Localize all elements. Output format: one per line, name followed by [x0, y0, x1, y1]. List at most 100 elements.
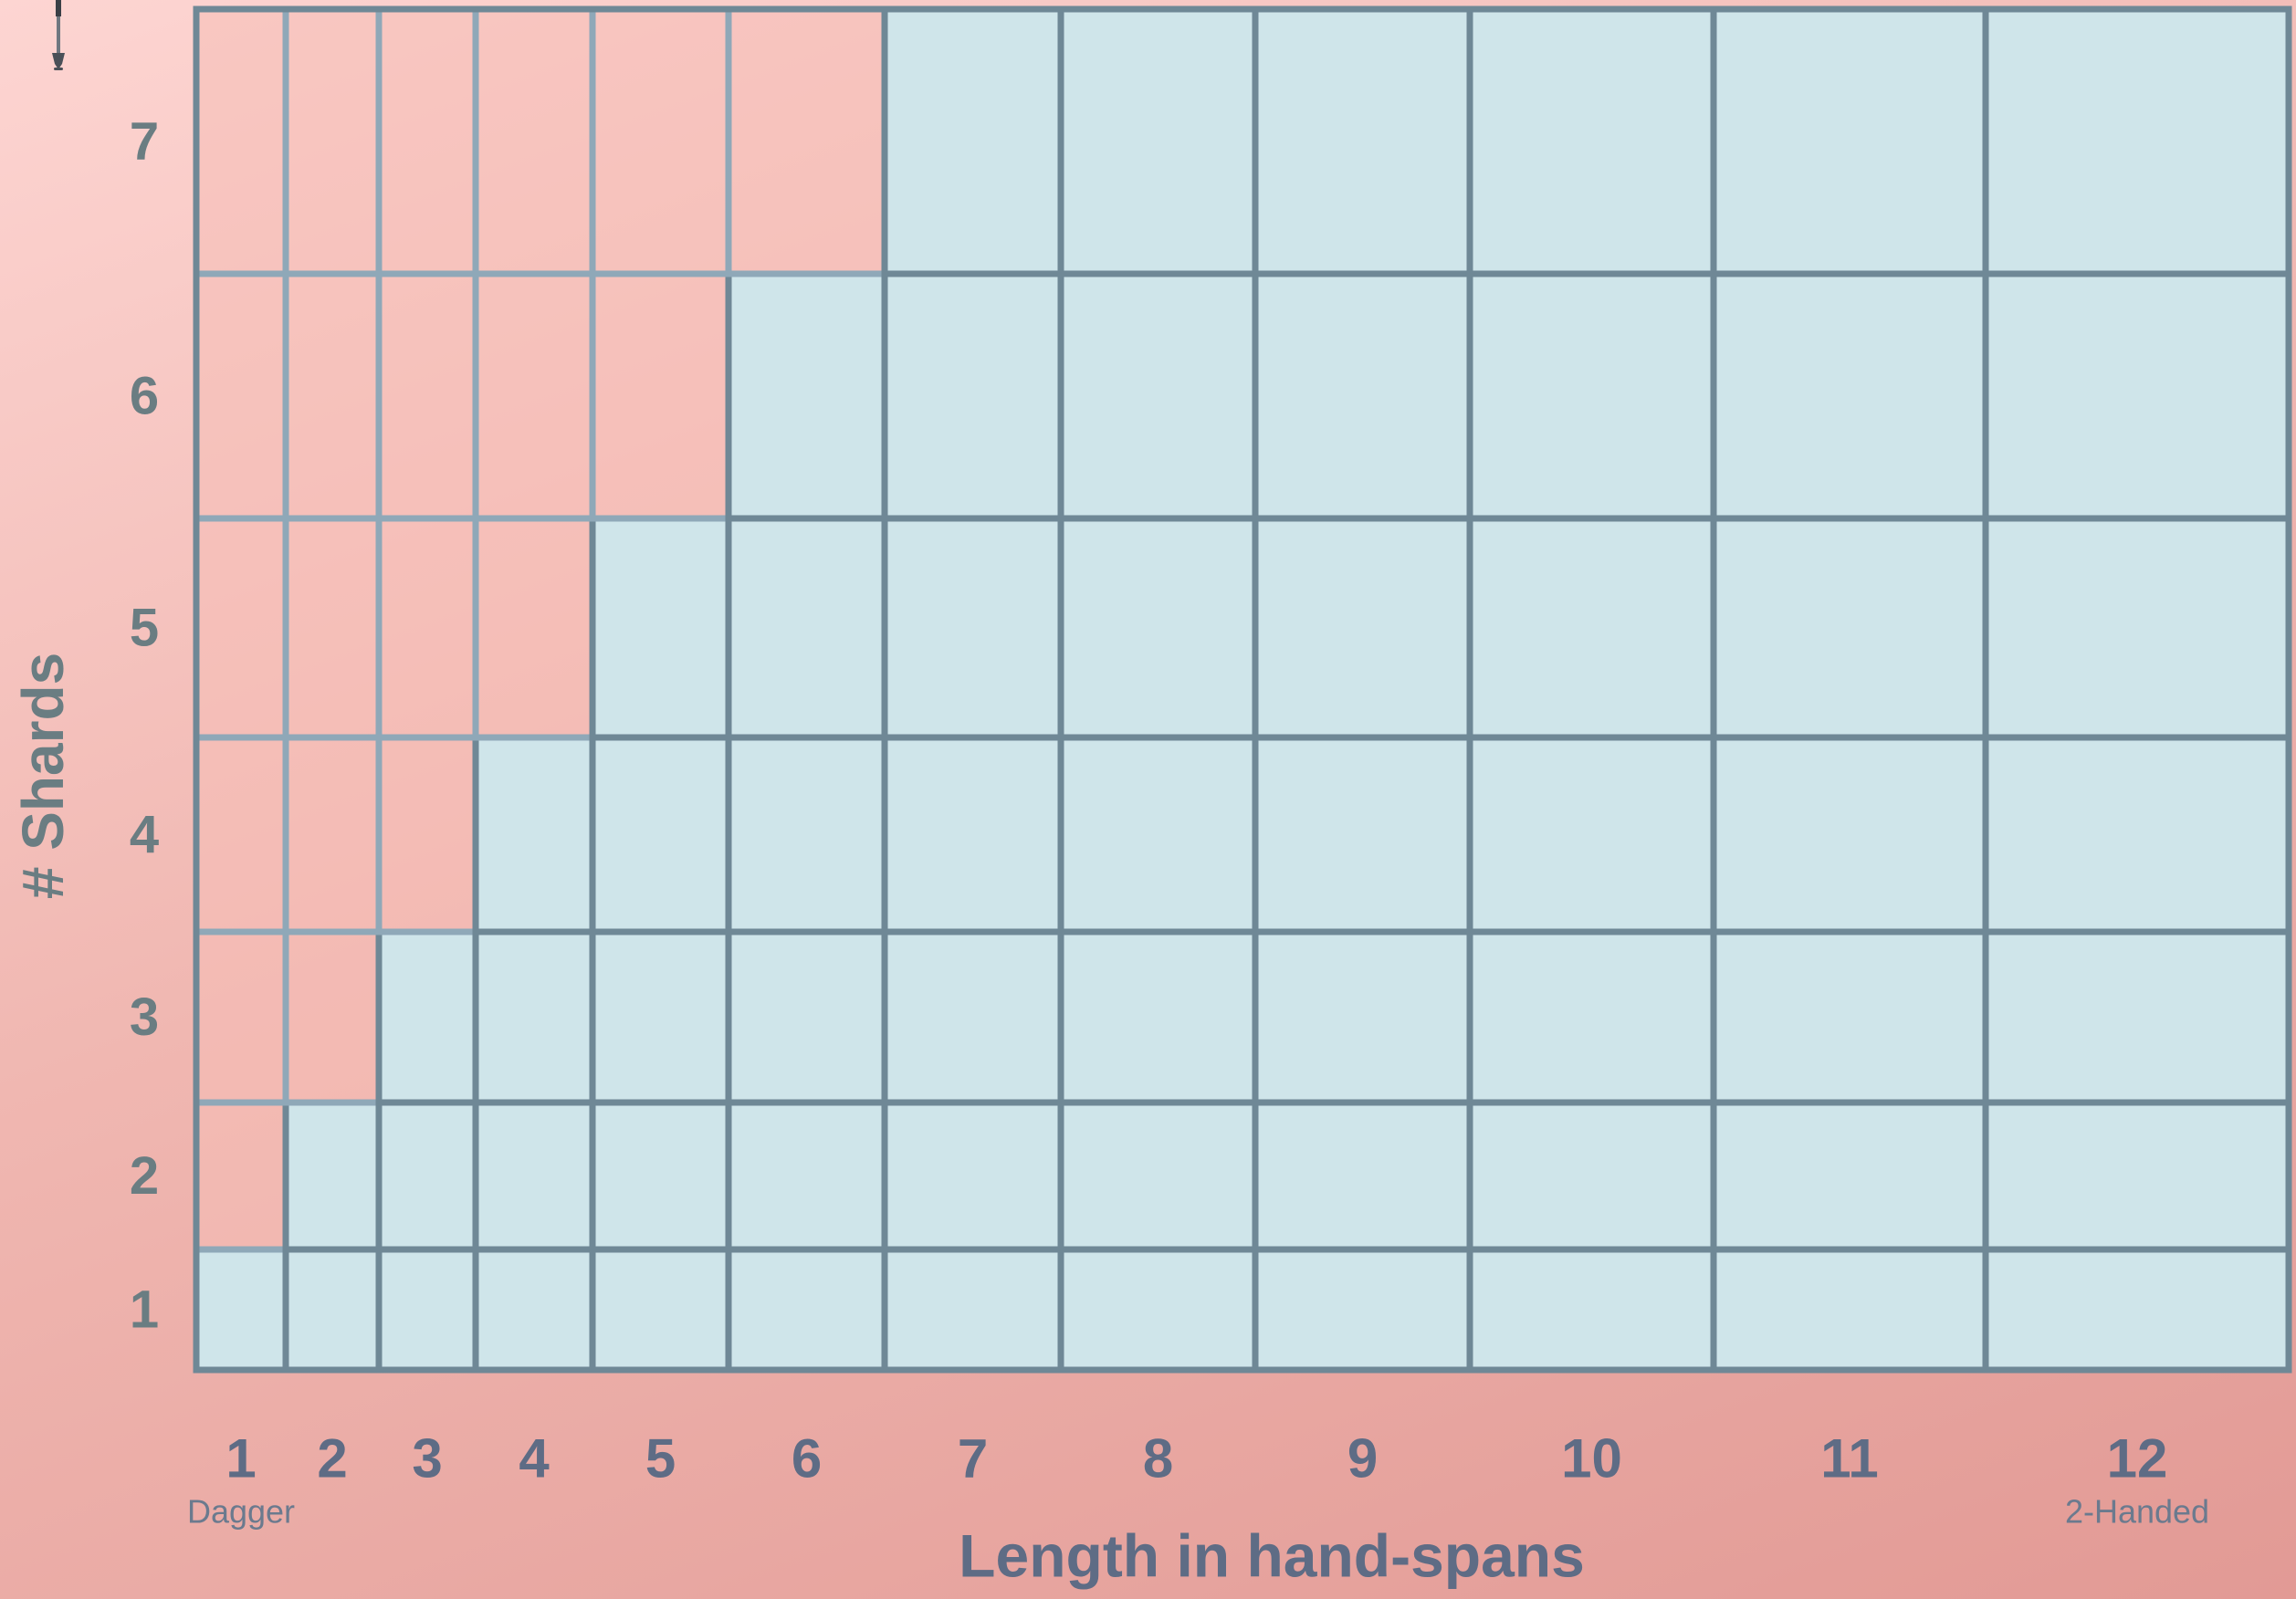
cell-len6-shards6 [729, 274, 885, 518]
cell-len3-shards6-highlight [379, 274, 476, 518]
cell-len1-shards6-highlight [196, 274, 286, 518]
cell-len9-shards4 [1255, 737, 1470, 932]
cell-len3-shards4-highlight [379, 737, 476, 932]
cell-len10-shards2 [1470, 1103, 1714, 1249]
cell-len11-shards6 [1714, 274, 1986, 518]
cell-len4-shards3 [476, 932, 592, 1103]
cell-len6-shards3 [729, 932, 885, 1103]
cell-len2-shards6-highlight [286, 274, 379, 518]
sword-icon [52, 0, 65, 70]
x-tick-label-8: 8 [1143, 1428, 1173, 1489]
cell-len11-shards5 [1714, 518, 1986, 737]
y-tick-label-7: 7 [130, 112, 159, 172]
cell-len7-shards6 [885, 274, 1061, 518]
cell-len2-shards7-highlight [286, 9, 379, 274]
x-tick-label-9: 9 [1347, 1428, 1378, 1489]
cell-len8-shards5 [1061, 518, 1255, 737]
cell-len5-shards4 [592, 737, 729, 932]
cell-len12-shards7 [1986, 9, 2289, 274]
cell-len7-shards2 [885, 1103, 1061, 1249]
cell-len4-shards7-highlight [476, 9, 592, 274]
x-axis-ticks: 1 2 3 4 5 6 7 8 9 10 11 12 [225, 1428, 2167, 1489]
cell-len11-shards1 [1714, 1249, 1986, 1370]
cell-len8-shards2 [1061, 1103, 1255, 1249]
cell-len12-shards6 [1986, 274, 2289, 518]
cell-len6-shards7-highlight [729, 9, 885, 274]
cell-len3-shards5-highlight [379, 518, 476, 737]
x-tick-label-7: 7 [958, 1428, 988, 1489]
cell-len3-shards2 [379, 1103, 476, 1249]
cell-len4-shards1 [476, 1249, 592, 1370]
cell-len11-shards3 [1714, 932, 1986, 1103]
cell-len9-shards7 [1255, 9, 1470, 274]
cell-len10-shards7 [1470, 9, 1714, 274]
cell-len5-shards5 [592, 518, 729, 737]
cell-len9-shards5 [1255, 518, 1470, 737]
y-tick-label-3: 3 [130, 988, 159, 1047]
cell-len8-shards6 [1061, 274, 1255, 518]
cell-len2-shards4-highlight [286, 737, 379, 932]
cell-len3-shards7-highlight [379, 9, 476, 274]
cell-len12-shards5 [1986, 518, 2289, 737]
cell-len10-shards5 [1470, 518, 1714, 737]
cell-len5-shards3 [592, 932, 729, 1103]
cell-len11-shards2 [1714, 1103, 1986, 1249]
cell-len12-shards3 [1986, 932, 2289, 1103]
cell-len6-shards5 [729, 518, 885, 737]
cell-len7-shards7 [885, 9, 1061, 274]
cell-len3-shards3 [379, 932, 476, 1103]
cell-len5-shards6-highlight [592, 274, 729, 518]
x-tick-label-12: 12 [2107, 1428, 2168, 1489]
cell-len8-shards3 [1061, 932, 1255, 1103]
cell-len7-shards5 [885, 518, 1061, 737]
cell-len10-shards1 [1470, 1249, 1714, 1370]
cell-len1-shards5-highlight [196, 518, 286, 737]
cell-len5-shards2 [592, 1103, 729, 1249]
cell-len2-shards5-highlight [286, 518, 379, 737]
cell-len6-shards4 [729, 737, 885, 932]
y-axis-title: # Shards [10, 653, 76, 899]
cell-len2-shards3-highlight [286, 932, 379, 1103]
cell-len10-shards3 [1470, 932, 1714, 1103]
cell-len2-shards2 [286, 1103, 379, 1249]
x-tick-label-5: 5 [645, 1428, 676, 1489]
x-tick-label-11: 11 [1820, 1428, 1878, 1489]
cell-len12-shards1 [1986, 1249, 2289, 1370]
y-tick-label-6: 6 [130, 367, 159, 426]
y-tick-label-1: 1 [130, 1280, 159, 1340]
cell-len4-shards6-highlight [476, 274, 592, 518]
cell-len9-shards2 [1255, 1103, 1470, 1249]
cell-len4-shards5-highlight [476, 518, 592, 737]
cell-len3-shards1 [379, 1249, 476, 1370]
cell-len9-shards6 [1255, 274, 1470, 518]
cell-len8-shards4 [1061, 737, 1255, 932]
x-tick-label-4: 4 [519, 1428, 550, 1489]
x-axis-title: Length in hand-spans [959, 1521, 1585, 1589]
cell-len7-shards1 [885, 1249, 1061, 1370]
cell-len6-shards2 [729, 1103, 885, 1249]
y-tick-label-2: 2 [130, 1146, 159, 1206]
chart-grid [193, 5, 2292, 1374]
cell-len9-shards3 [1255, 932, 1470, 1103]
cell-len12-shards4 [1986, 737, 2289, 932]
y-tick-label-5: 5 [130, 599, 159, 658]
cell-len1-shards1 [196, 1249, 286, 1370]
cell-len4-shards4 [476, 737, 592, 932]
cell-len6-shards1 [729, 1249, 885, 1370]
cell-len11-shards7 [1714, 9, 1986, 274]
y-tick-label-4: 4 [130, 805, 159, 864]
x-annotation-1: Dagger [187, 1493, 295, 1531]
cell-len2-shards1 [286, 1249, 379, 1370]
chart-cells [196, 9, 2289, 1370]
cell-len4-shards2 [476, 1103, 592, 1249]
x-axis-annotations: Dagger 2-Handed [187, 1493, 2209, 1531]
cell-len8-shards7 [1061, 9, 1255, 274]
cell-len5-shards1 [592, 1249, 729, 1370]
cell-len11-shards4 [1714, 737, 1986, 932]
y-axis-ticks: 1 2 3 4 5 6 7 [130, 112, 159, 1340]
cell-len1-shards4-highlight [196, 737, 286, 932]
cell-len8-shards1 [1061, 1249, 1255, 1370]
cell-len7-shards4 [885, 737, 1061, 932]
cell-len9-shards1 [1255, 1249, 1470, 1370]
